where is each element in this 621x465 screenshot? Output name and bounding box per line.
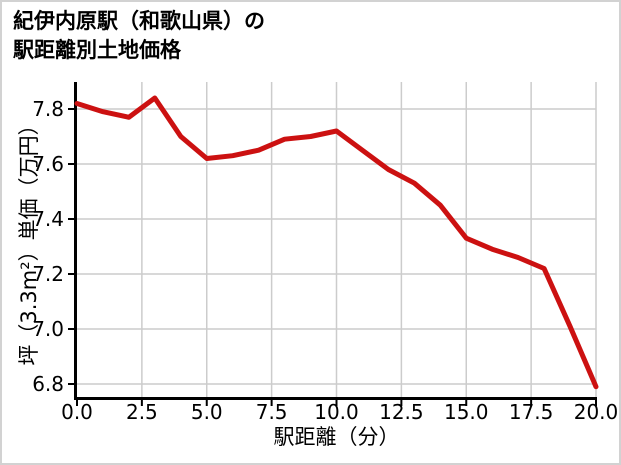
y-tick-label: 7.6 — [32, 152, 64, 176]
y-tick-label: 7.2 — [32, 262, 64, 286]
x-axis-label: 駅距離（分） — [274, 425, 400, 449]
chart-title-line1: 紀伊内原駅（和歌山県）の — [13, 9, 265, 33]
x-tick-label: 2.5 — [126, 400, 158, 424]
x-tick-label: 17.5 — [509, 400, 554, 424]
axis-ticks — [68, 108, 597, 406]
axis-titles: 駅距離（分） 坪（3.3m²）単価（万円） — [17, 114, 400, 449]
x-tick-label: 7.5 — [256, 400, 288, 424]
tick-labels: 0.0 2.5 5.0 7.5 10.0 12.5 15.0 17.5 20.0 6.8 7.0 7.… — [32, 97, 618, 424]
y-tick-label: 7.0 — [32, 317, 64, 341]
x-tick-label: 0.0 — [61, 400, 93, 424]
x-tick-label: 5.0 — [191, 400, 223, 424]
x-axis-spine — [74, 397, 597, 400]
x-tick-label: 10.0 — [314, 400, 359, 424]
axis-spines — [74, 82, 597, 400]
x-tick-label: 20.0 — [574, 400, 619, 424]
y-axis-label: 坪（3.3m²）単価（万円） — [17, 114, 41, 365]
x-tick-label: 15.0 — [444, 400, 489, 424]
y-tick-label: 6.8 — [32, 372, 64, 396]
price-line — [74, 95, 599, 390]
y-axis-spine — [74, 82, 77, 400]
chart-title-line2: 駅距離別土地価格 — [13, 38, 181, 62]
price-polyline — [74, 95, 599, 390]
y-tick-label: 7.8 — [32, 97, 64, 121]
x-tick-label: 12.5 — [379, 400, 424, 424]
y-tick-label: 7.4 — [32, 207, 64, 231]
chart-title: 紀伊内原駅（和歌山県）の 駅距離別土地価格 — [13, 7, 265, 65]
